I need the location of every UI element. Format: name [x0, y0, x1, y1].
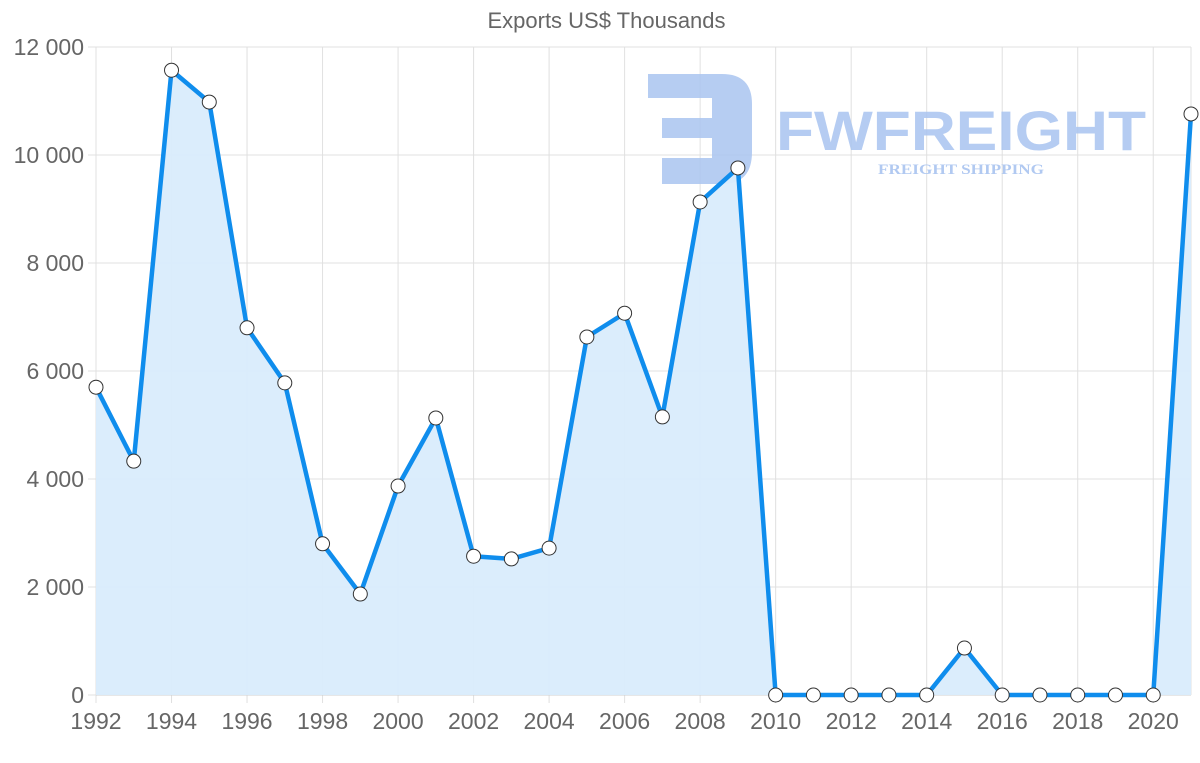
data-point[interactable]	[579, 329, 595, 345]
data-point[interactable]	[201, 94, 217, 110]
data-point[interactable]	[654, 409, 670, 425]
x-tick-label: 2016	[977, 708, 1028, 734]
data-point[interactable]	[428, 410, 444, 426]
watermark-logo: FWFREIGHT FREIGHT SHIPPING	[648, 74, 1146, 184]
data-point[interactable]	[164, 62, 180, 78]
x-axis: 1992 1994 1996 1998 2000 2002 2004 2006 2008 2010…	[70, 708, 1178, 734]
watermark-tagline: FREIGHT SHIPPING	[878, 162, 1044, 178]
data-point[interactable]	[315, 536, 331, 552]
data-point[interactable]	[730, 160, 746, 176]
chart-title: Exports US$ Thousands	[487, 8, 726, 33]
data-point[interactable]	[956, 640, 972, 656]
data-points	[88, 62, 1199, 703]
y-tick-label: 4 000	[26, 466, 84, 492]
data-point[interactable]	[1183, 106, 1199, 122]
data-point[interactable]	[617, 305, 633, 321]
y-tick-label: 8 000	[26, 250, 84, 276]
data-point[interactable]	[692, 194, 708, 210]
data-point[interactable]	[466, 548, 482, 564]
data-point[interactable]	[881, 687, 897, 703]
data-point[interactable]	[88, 379, 104, 395]
area-fill	[96, 70, 1191, 696]
x-tick-label: 2012	[826, 708, 877, 734]
y-tick-label: 10 000	[14, 142, 84, 168]
data-point[interactable]	[541, 540, 557, 556]
x-tick-label: 1998	[297, 708, 348, 734]
data-point[interactable]	[805, 687, 821, 703]
data-point[interactable]	[768, 687, 784, 703]
x-tick-label: 1992	[70, 708, 121, 734]
data-point[interactable]	[919, 687, 935, 703]
data-point[interactable]	[1070, 687, 1086, 703]
data-point[interactable]	[390, 478, 406, 494]
y-tick-label: 6 000	[26, 358, 84, 384]
y-axis: 0 2 000 4 000 6 000 8 000 10 000 12 000	[14, 34, 84, 708]
x-tick-label: 2018	[1052, 708, 1103, 734]
x-tick-label: 2006	[599, 708, 650, 734]
watermark-brand: FWFREIGHT	[776, 99, 1146, 162]
x-tick-label: 1994	[146, 708, 197, 734]
x-tick-label: 2004	[524, 708, 575, 734]
data-point[interactable]	[843, 687, 859, 703]
x-tick-label: 2008	[675, 708, 726, 734]
data-point[interactable]	[503, 551, 519, 567]
y-tick-label: 12 000	[14, 34, 84, 60]
data-point[interactable]	[239, 320, 255, 336]
y-tick-label: 0	[71, 682, 84, 708]
data-point[interactable]	[994, 687, 1010, 703]
x-tick-label: 1996	[221, 708, 272, 734]
data-point[interactable]	[126, 453, 142, 469]
data-point[interactable]	[352, 586, 368, 602]
y-tick-label: 2 000	[26, 574, 84, 600]
data-point[interactable]	[1107, 687, 1123, 703]
x-tick-label: 2000	[372, 708, 423, 734]
data-point[interactable]	[1145, 687, 1161, 703]
x-tick-label: 2010	[750, 708, 801, 734]
data-point[interactable]	[1032, 687, 1048, 703]
x-tick-label: 2002	[448, 708, 499, 734]
x-tick-label: 2020	[1128, 708, 1179, 734]
logo-icon	[648, 74, 752, 184]
x-tick-label: 2014	[901, 708, 952, 734]
data-point[interactable]	[277, 375, 293, 391]
